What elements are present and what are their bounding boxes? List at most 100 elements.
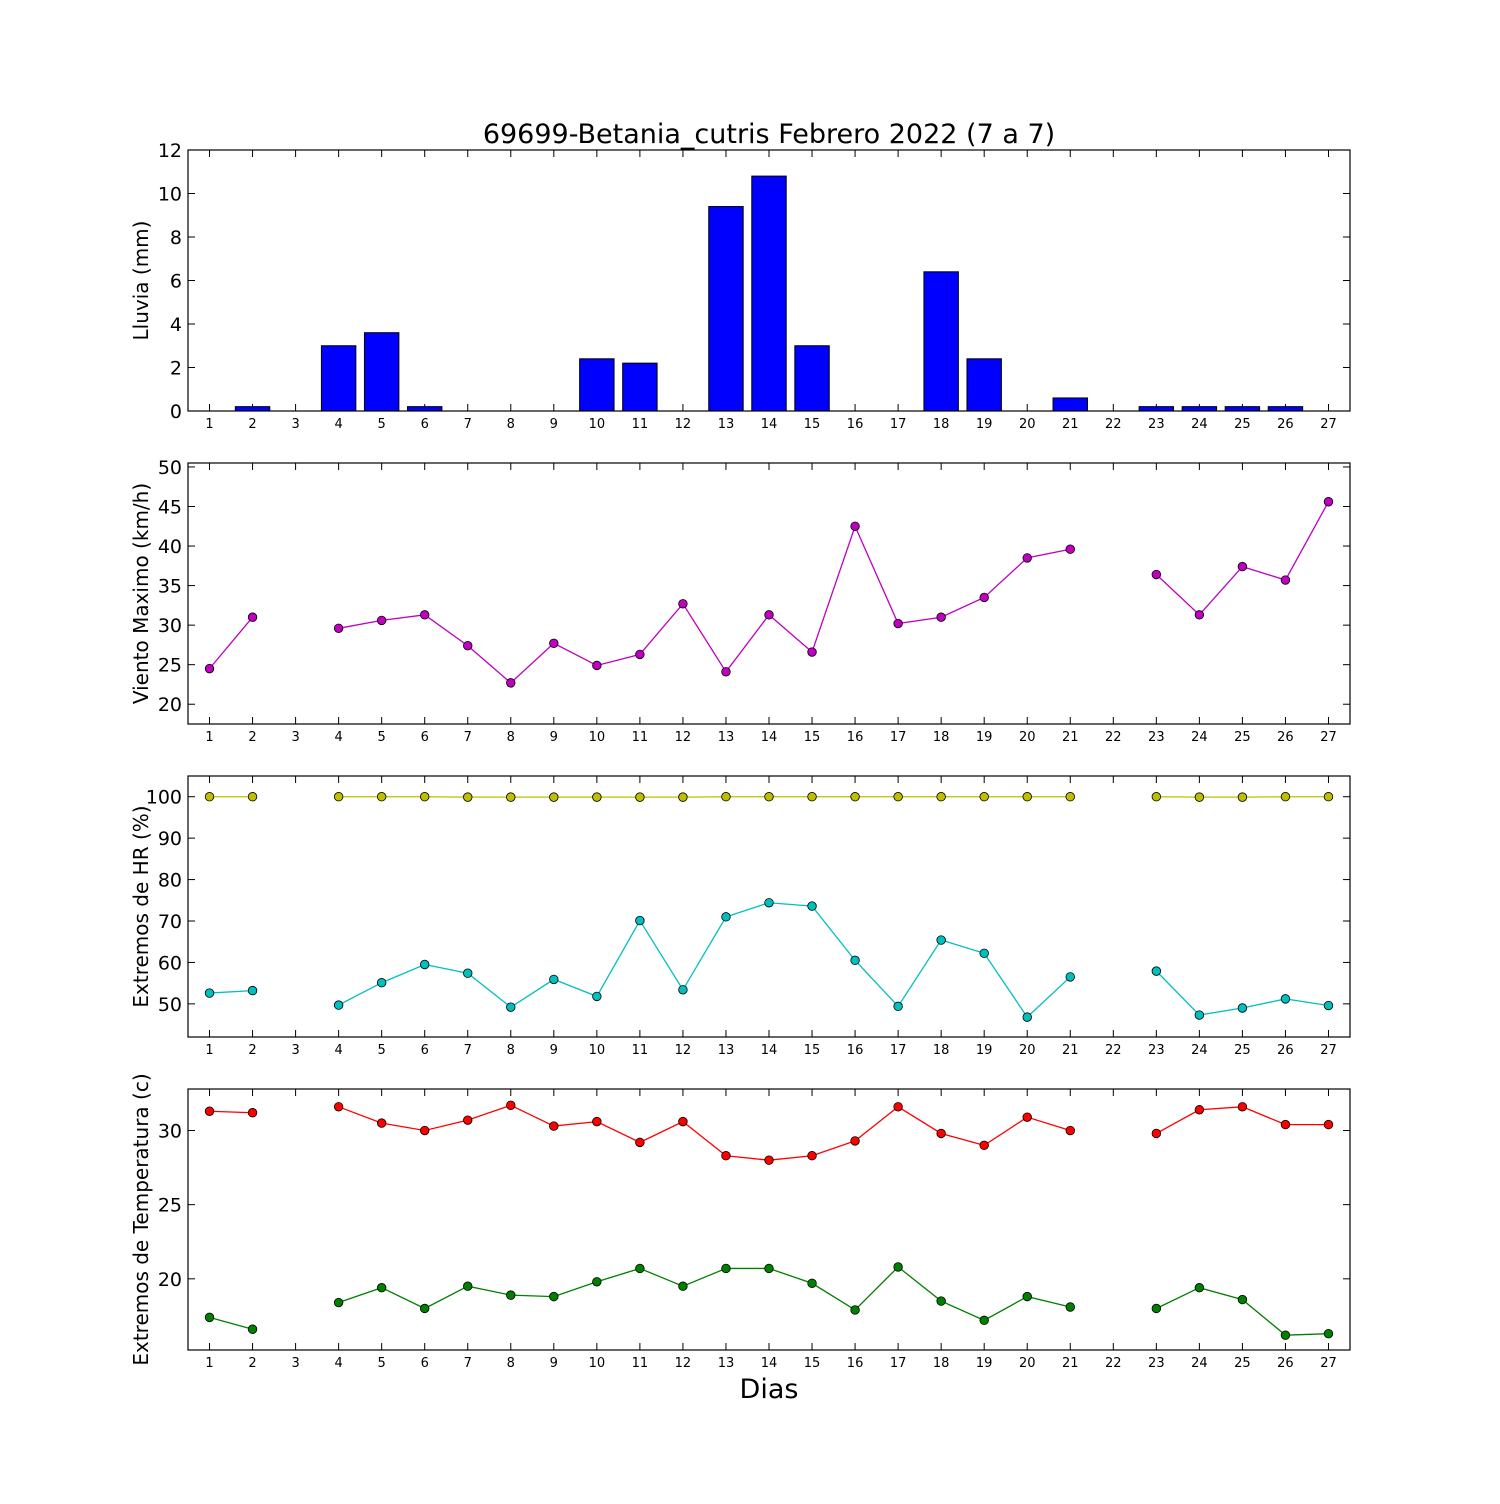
y-tick-label: 70 [158,911,182,933]
data-point [334,1102,343,1111]
data-point [1023,1013,1032,1022]
data-point [1238,1004,1247,1013]
data-point [765,1156,774,1165]
y-axis-label: Viento Maximo (km/h) [129,483,153,704]
x-tick-label: 4 [334,1356,342,1371]
x-tick-label: 25 [1234,417,1251,432]
bar [924,272,958,411]
data-point [1281,792,1290,801]
data-point [1023,792,1032,801]
y-axis-label: Extremos de Temperatura (c) [129,1073,153,1365]
data-point [1324,1001,1333,1010]
x-tick-label: 19 [976,1356,993,1371]
x-tick-label: 12 [675,417,692,432]
x-tick-label: 15 [804,1043,821,1058]
x-tick-label: 1 [205,417,213,432]
data-point [593,1277,602,1286]
x-tick-label: 14 [761,730,778,745]
x-tick-label: 1 [205,1043,213,1058]
data-point [980,949,989,958]
y-tick-label: 0 [170,401,182,423]
x-tick-label: 8 [507,1043,515,1058]
series-line [339,1105,1071,1160]
data-point [205,664,214,673]
data-point [334,792,343,801]
x-tick-label: 27 [1320,730,1337,745]
data-point [248,1108,257,1117]
x-tick-label: 2 [248,730,256,745]
x-tick-label: 17 [890,730,907,745]
chart-title: 69699-Betania_cutris Febrero 2022 (7 a 7… [483,119,1055,150]
x-tick-label: 4 [334,417,342,432]
series-line [339,1267,1071,1320]
data-point [205,1313,214,1322]
data-point [1238,793,1247,802]
data-point [377,978,386,987]
x-tick-label: 7 [464,1043,472,1058]
x-tick-label: 23 [1148,1043,1165,1058]
data-point [506,793,515,802]
data-point [851,792,860,801]
data-point [636,916,645,925]
data-point [937,613,946,622]
y-tick-label: 12 [158,140,182,162]
x-tick-label: 27 [1320,1043,1337,1058]
x-tick-label: 26 [1277,730,1294,745]
y-tick-label: 90 [158,828,182,850]
data-point [550,793,559,802]
data-point [851,1137,860,1146]
data-point [937,792,946,801]
x-tick-label: 27 [1320,1356,1337,1371]
data-point [463,1116,472,1125]
bar [1225,407,1259,411]
x-tick-label: 10 [589,1043,606,1058]
data-point [894,792,903,801]
data-point [894,1263,903,1272]
x-tick-label: 24 [1191,417,1208,432]
y-tick-label: 8 [170,227,182,249]
data-point [550,1292,559,1301]
x-tick-label: 18 [933,1356,950,1371]
x-tick-label: 22 [1105,417,1122,432]
data-point [1324,1329,1333,1338]
x-tick-label: 10 [589,1356,606,1371]
data-point [420,960,429,969]
x-axis-label: Dias [740,1374,799,1405]
x-tick-label: 1 [205,1356,213,1371]
data-point [808,902,817,911]
data-point [1066,973,1075,982]
series-line [210,991,253,993]
x-tick-label: 26 [1277,417,1294,432]
x-tick-label: 22 [1105,730,1122,745]
x-tick-label: 21 [1062,730,1079,745]
x-tick-label: 24 [1191,730,1208,745]
data-point [377,792,386,801]
x-tick-label: 17 [890,417,907,432]
data-point [1152,792,1161,801]
data-point [1238,562,1247,571]
x-tick-label: 20 [1019,417,1036,432]
data-point [1066,1126,1075,1135]
y-tick-label: 45 [158,497,182,519]
data-point [593,992,602,1001]
data-point [1195,1105,1204,1114]
x-tick-label: 17 [890,1356,907,1371]
x-tick-label: 4 [334,1043,342,1058]
y-tick-label: 35 [158,576,182,598]
data-point [722,1151,731,1160]
data-point [636,793,645,802]
x-tick-label: 20 [1019,1356,1036,1371]
data-point [1023,1113,1032,1122]
data-point [1324,792,1333,801]
x-tick-label: 21 [1062,1356,1079,1371]
data-point [1195,793,1204,802]
data-point [722,1264,731,1273]
x-tick-label: 3 [291,417,299,432]
y-tick-label: 30 [158,615,182,637]
data-point [679,1282,688,1291]
x-tick-label: 23 [1148,730,1165,745]
x-tick-label: 24 [1191,1043,1208,1058]
x-tick-label: 15 [804,417,821,432]
data-point [1238,1295,1247,1304]
